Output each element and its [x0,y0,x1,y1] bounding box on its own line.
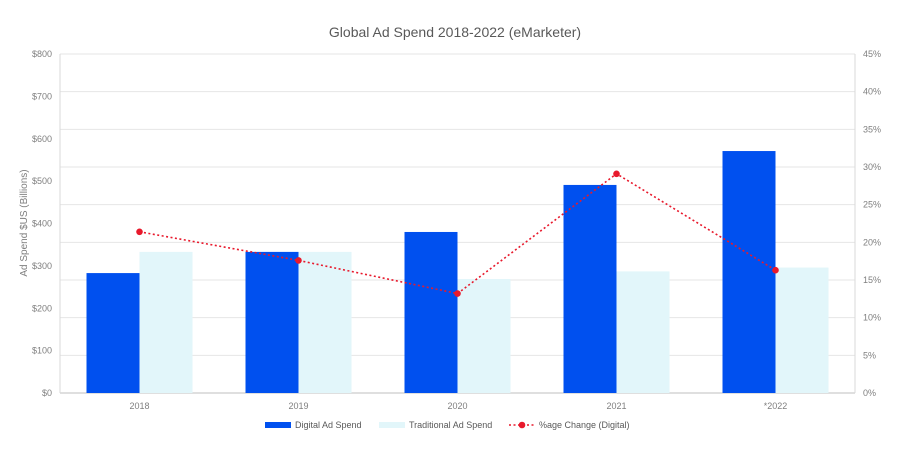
y-tick-label: $500 [32,176,52,186]
y-tick-label: $700 [32,91,52,101]
legend: Digital Ad Spend Traditional Ad Spend %age… [265,420,630,430]
x-tick-label: *2022 [764,401,788,411]
legend-swatch [265,422,291,428]
legend-swatch-marker [518,421,526,429]
traditional-bar-2019 [298,251,352,393]
y-axis-right: 0% 5% 10% 15% 20% 25% 30% 35% 40% 45% [863,49,881,398]
percent-change-line-path [139,172,776,295]
legend-label: Traditional Ad Spend [409,420,492,430]
legend-label: %age Change (Digital) [539,420,630,430]
percent-change-point-2020 [454,290,461,297]
traditional-bar-2021 [616,271,670,393]
y2-tick-label: 15% [863,275,881,285]
percent-change-point-2019 [295,257,302,264]
chart-title: Global Ad Spend 2018-2022 (eMarketer) [329,24,581,40]
legend-swatch [379,422,405,428]
y-tick-label: $0 [42,388,52,398]
y-tick-label: $100 [32,346,52,356]
y-tick-label: $300 [32,261,52,271]
y-tick-label: $600 [32,134,52,144]
traditional-bar-2022 [775,267,829,393]
x-axis: 2018 2019 2020 2021 *2022 [129,401,787,411]
traditional-bar-2020 [457,279,511,393]
percent-change-point-2021 [613,170,620,178]
x-tick-label: 2020 [447,401,467,411]
percent-change-point-2018 [136,228,143,236]
percent-change-point-2022 [772,266,779,274]
digital-bar-2019 [245,251,299,393]
percent-change-line [136,170,779,297]
digital-bar-2020 [404,231,458,393]
digital-bar-2021 [563,184,617,393]
x-tick-label: 2018 [129,401,149,411]
x-tick-label: 2019 [288,401,308,411]
x-tick-label: 2021 [606,401,626,411]
traditional-bar-2018 [139,251,193,393]
legend-label: Digital Ad Spend [295,420,362,430]
y-tick-label: $400 [32,219,52,229]
y-tick-label: $800 [32,49,52,59]
digital-bar-2022 [722,151,776,393]
y2-tick-label: 0% [863,388,876,398]
y2-tick-label: 10% [863,313,881,323]
y2-tick-label: 45% [863,49,881,59]
y2-tick-label: 35% [863,124,881,134]
y2-tick-label: 30% [863,162,881,172]
y-axis-left: $0 $100 $200 $300 $400 $500 $600 $700 $800 [32,49,52,398]
bars [86,151,829,393]
y2-tick-label: 25% [863,200,881,210]
y2-tick-label: 5% [863,350,876,360]
y2-tick-label: 40% [863,87,881,97]
digital-bar-2018 [86,273,140,393]
y-axis-title: Ad Spend $US (Billions) [19,169,30,276]
y-tick-label: $200 [32,303,52,313]
y2-tick-label: 20% [863,237,881,247]
